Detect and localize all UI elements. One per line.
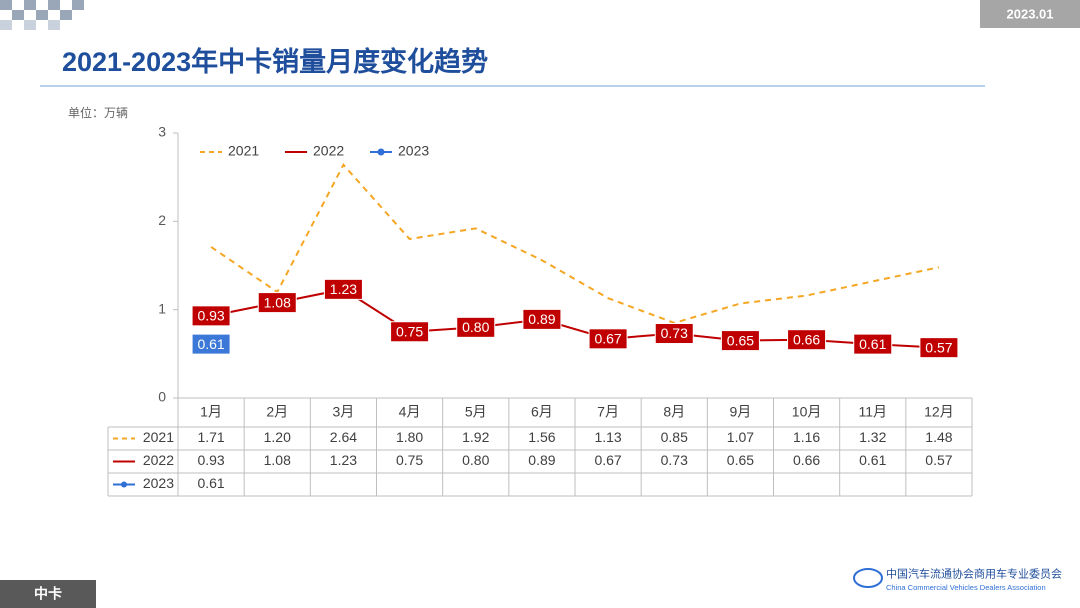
- data-label: 1.08: [264, 294, 291, 310]
- table-cell: 0.61: [859, 452, 886, 468]
- x-tick-label: 6月: [531, 404, 553, 420]
- data-label: 0.61: [859, 336, 886, 352]
- table-cell: 0.85: [661, 429, 688, 445]
- data-label-box: [257, 292, 297, 314]
- date: 2023.01: [1007, 6, 1054, 21]
- x-tick-label: 1月: [200, 404, 222, 420]
- table-cell: 0.66: [793, 452, 820, 468]
- x-tick-label: 10月: [792, 404, 822, 420]
- org-en: China Commercial Vehicles Dealers Associ…: [886, 583, 1046, 592]
- table-cell: 0.67: [594, 452, 621, 468]
- y-tick-label: 1: [158, 300, 166, 316]
- x-tick-label: 11月: [858, 404, 887, 420]
- table-cell: 1.23: [330, 452, 357, 468]
- data-label: 0.66: [793, 331, 820, 347]
- table-row-label: 2021: [143, 429, 174, 445]
- data-label-box: [919, 337, 959, 359]
- y-tick-label: 3: [158, 124, 166, 140]
- table-cell: 1.16: [793, 429, 820, 445]
- data-label-box: [720, 330, 760, 352]
- table-cell: 0.75: [396, 452, 423, 468]
- table-cell: 0.93: [197, 452, 224, 468]
- series-line: [210, 288, 939, 349]
- footer-tag: [0, 580, 96, 608]
- x-tick-label: 12月: [924, 404, 954, 420]
- legend-label: 2021: [228, 143, 259, 159]
- data-label-box: [456, 316, 496, 338]
- data-label-box: [588, 328, 628, 350]
- plot: 0 1 2 3 0.93 1.08 1.23 0.75 0.80 0.89 0.67 0.73 0.65…: [107, 124, 973, 497]
- data-label-box: [191, 333, 231, 355]
- checker-decoration: [0, 0, 84, 30]
- data-label: 0.75: [396, 323, 423, 339]
- data-label-box: [654, 323, 694, 345]
- table-cell: 1.80: [396, 429, 423, 445]
- table-cell: 0.73: [661, 452, 688, 468]
- x-tick-label: 8月: [663, 404, 685, 420]
- data-label: 0.57: [925, 339, 952, 355]
- title: 2021-2023年中卡销量月度变化趋势: [62, 46, 488, 77]
- table-cell: 0.65: [727, 452, 754, 468]
- org-cn: 中国汽车流通协会商用车专业委员会: [886, 567, 1062, 581]
- table-cell: 1.48: [925, 429, 952, 445]
- data-label-box: [853, 333, 893, 355]
- table-cell: 1.13: [594, 429, 621, 445]
- x-tick-label: 5月: [465, 404, 487, 420]
- table-cell: 1.32: [859, 429, 886, 445]
- x-tick-label: 2月: [266, 404, 288, 420]
- x-tick-label: 7月: [597, 404, 619, 420]
- data-label: 0.93: [197, 308, 224, 324]
- data-label-box: [390, 321, 430, 343]
- data-label-box: [522, 308, 562, 330]
- y-tick-label: 0: [158, 389, 166, 405]
- table-cell: 0.61: [197, 475, 224, 491]
- data-label-box: [323, 278, 363, 300]
- data-label: 0.67: [594, 331, 621, 347]
- table-row-label: 2023: [143, 475, 174, 491]
- table-cell: 1.56: [528, 429, 555, 445]
- table-cell: 0.80: [462, 452, 489, 468]
- table-cell: 0.89: [528, 452, 555, 468]
- x-tick-label: 4月: [399, 404, 421, 420]
- table-cell: 2.64: [330, 429, 357, 445]
- data-label: 0.73: [661, 325, 688, 341]
- data-label: 0.80: [462, 319, 489, 335]
- table-row-label: 2022: [143, 452, 174, 468]
- table-cell: 0.57: [925, 452, 952, 468]
- data-label: 0.61: [197, 336, 224, 352]
- data-label: 0.65: [727, 332, 754, 348]
- data-label: 1.23: [330, 281, 357, 297]
- unit-label: 单位：万辆: [68, 105, 128, 120]
- table-cell: 1.71: [197, 429, 224, 445]
- x-tick-label: 3月: [333, 404, 355, 420]
- legend-label: 2023: [398, 143, 429, 159]
- x-tick-label: 9月: [730, 404, 752, 420]
- data-label: 0.89: [528, 311, 555, 327]
- table-cell: 1.92: [462, 429, 489, 445]
- legend-label: 2022: [313, 143, 344, 159]
- series-line: [210, 163, 940, 324]
- footer: 中卡: [34, 586, 62, 602]
- table-marker: [121, 481, 127, 488]
- table-cell: 1.20: [264, 429, 291, 445]
- date-tag: [980, 0, 1080, 28]
- logo: [853, 568, 883, 588]
- table-cell: 1.07: [727, 429, 754, 445]
- y-tick-label: 2: [158, 212, 166, 228]
- data-label-box: [191, 305, 231, 327]
- data-label-box: [787, 329, 827, 351]
- table-cell: 1.08: [264, 452, 291, 468]
- legend-marker: [377, 148, 385, 156]
